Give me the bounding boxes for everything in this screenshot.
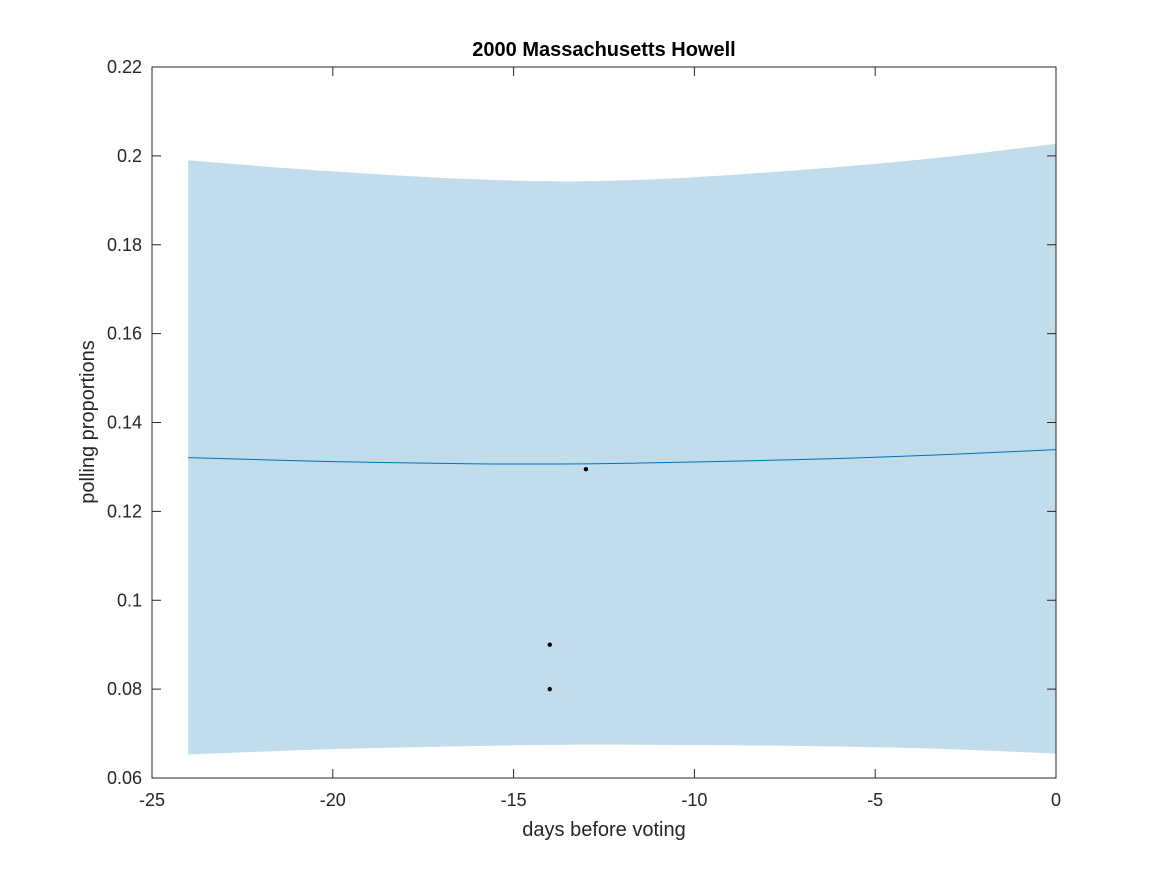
poll-point — [547, 686, 552, 692]
poll-point — [583, 466, 589, 472]
y-tick-label: 0.14 — [107, 413, 142, 433]
y-tick-label: 0.08 — [107, 679, 142, 699]
confidence-band-layer — [188, 143, 1056, 755]
x-tick-label: -10 — [681, 790, 707, 810]
y-tick-label: 0.1 — [117, 590, 142, 610]
y-tick-label: 0.16 — [107, 324, 142, 344]
y-tick-label: 0.12 — [107, 501, 142, 521]
poll-points-layer — [547, 466, 589, 692]
confidence-band — [188, 143, 1056, 755]
y-axis-label: polling proportions — [77, 340, 99, 503]
x-tick-label: -5 — [867, 790, 883, 810]
y-tick-label: 0.22 — [107, 57, 142, 77]
trend-line — [188, 449, 1057, 465]
ticks-layer: -25 -20 -15 -10 -5 0 0.06 0.08 0.1 0.12 0.14 0.16 0.… — [107, 57, 1061, 810]
trend-line-layer — [188, 449, 1057, 465]
y-tick-label: 0.18 — [107, 235, 142, 255]
poll-point — [547, 642, 552, 647]
x-tick-label: -20 — [320, 790, 346, 810]
y-tick-label: 0.06 — [107, 768, 142, 788]
x-tick-label: -15 — [501, 790, 527, 810]
x-tick-label: 0 — [1051, 790, 1061, 810]
y-tick-label: 0.2 — [117, 146, 142, 166]
chart-title: 2000 Massachusetts Howell — [472, 39, 735, 61]
x-tick-label: -25 — [139, 790, 165, 810]
x-axis-label: days before voting — [522, 819, 685, 841]
